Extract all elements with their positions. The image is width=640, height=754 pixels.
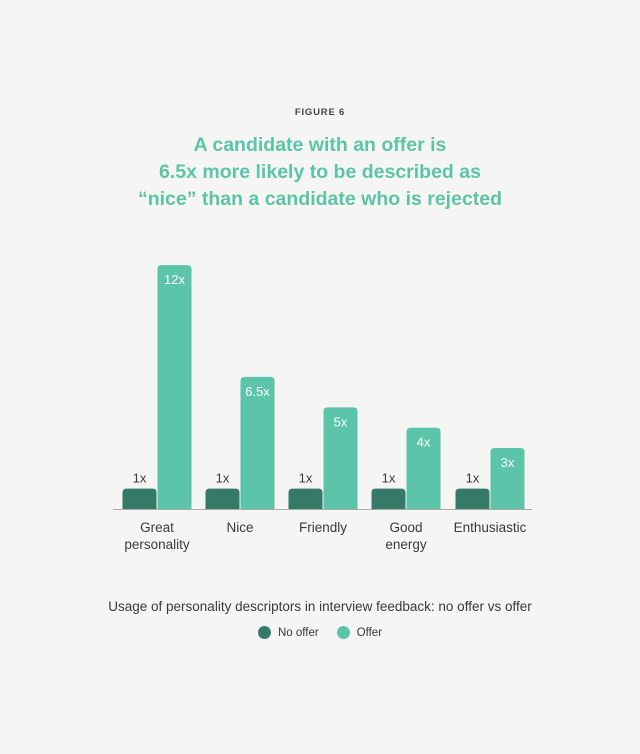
bar-offer-friendly	[323, 407, 358, 509]
figure-label: FIGURE 6	[294, 107, 346, 118]
category-label-good-energy: energy	[385, 537, 427, 552]
category-label-nice: Nice	[226, 520, 253, 535]
chart-headline: A candidate with an offer is 6.5x more l…	[0, 132, 640, 213]
category-label-enthusiastic: Enthusiastic	[454, 520, 527, 535]
bar-no-offer-great-personality	[122, 488, 157, 509]
legend: No offer Offer	[0, 626, 640, 639]
data-label-offer-friendly: 5x	[334, 414, 348, 429]
bar-group-friendly: 1x 5x	[288, 407, 358, 509]
chart-caption: Usage of personality descriptors in inte…	[108, 599, 532, 614]
data-label-no-offer-nice: 1x	[216, 471, 230, 486]
bar-group-nice: 1x 6.5x	[205, 376, 275, 509]
data-label-no-offer-good-energy: 1x	[382, 471, 396, 486]
headline-line-3: “nice” than a candidate who is rejected	[137, 188, 503, 210]
legend-swatch-no-offer	[257, 626, 271, 639]
data-label-offer-great-personality: 12x	[164, 272, 185, 287]
bar-group-enthusiastic: 1x 3x	[455, 448, 525, 509]
bar-group-great-personality: 1x 12x	[122, 265, 192, 509]
bar-offer-good-energy	[406, 427, 441, 509]
data-label-offer-good-energy: 4x	[417, 435, 431, 450]
bar-no-offer-good-energy	[371, 488, 406, 509]
data-label-offer-nice: 6.5x	[245, 384, 270, 399]
category-label-friendly: Friendly	[299, 520, 347, 535]
category-label-great-personality: Great	[140, 520, 174, 535]
data-label-no-offer-great-personality: 1x	[133, 471, 147, 486]
headline-line-2: 6.5x more likely to be described as	[159, 161, 481, 183]
legend-item-offer: Offer	[336, 626, 383, 639]
data-label-no-offer-enthusiastic: 1x	[466, 471, 480, 486]
legend-label-offer: Offer	[356, 626, 383, 639]
category-label-good-energy: Good	[389, 520, 422, 535]
legend-swatch-offer	[336, 626, 350, 639]
bar-offer-nice	[240, 376, 275, 509]
legend-item-no-offer: No offer	[257, 626, 319, 639]
data-label-offer-enthusiastic: 3x	[501, 455, 515, 470]
bar-no-offer-enthusiastic	[455, 488, 490, 509]
bar-offer-great-personality	[157, 265, 192, 509]
bar-no-offer-nice	[205, 488, 240, 509]
headline-line-1: A candidate with an offer is	[193, 134, 447, 156]
bar-offer-enthusiastic	[490, 448, 525, 509]
bar-group-good-energy: 1x 4x	[371, 427, 441, 509]
data-label-no-offer-friendly: 1x	[299, 471, 313, 486]
bar-no-offer-friendly	[288, 488, 323, 509]
category-label-great-personality: personality	[124, 537, 190, 552]
legend-label-no-offer: No offer	[277, 626, 319, 639]
